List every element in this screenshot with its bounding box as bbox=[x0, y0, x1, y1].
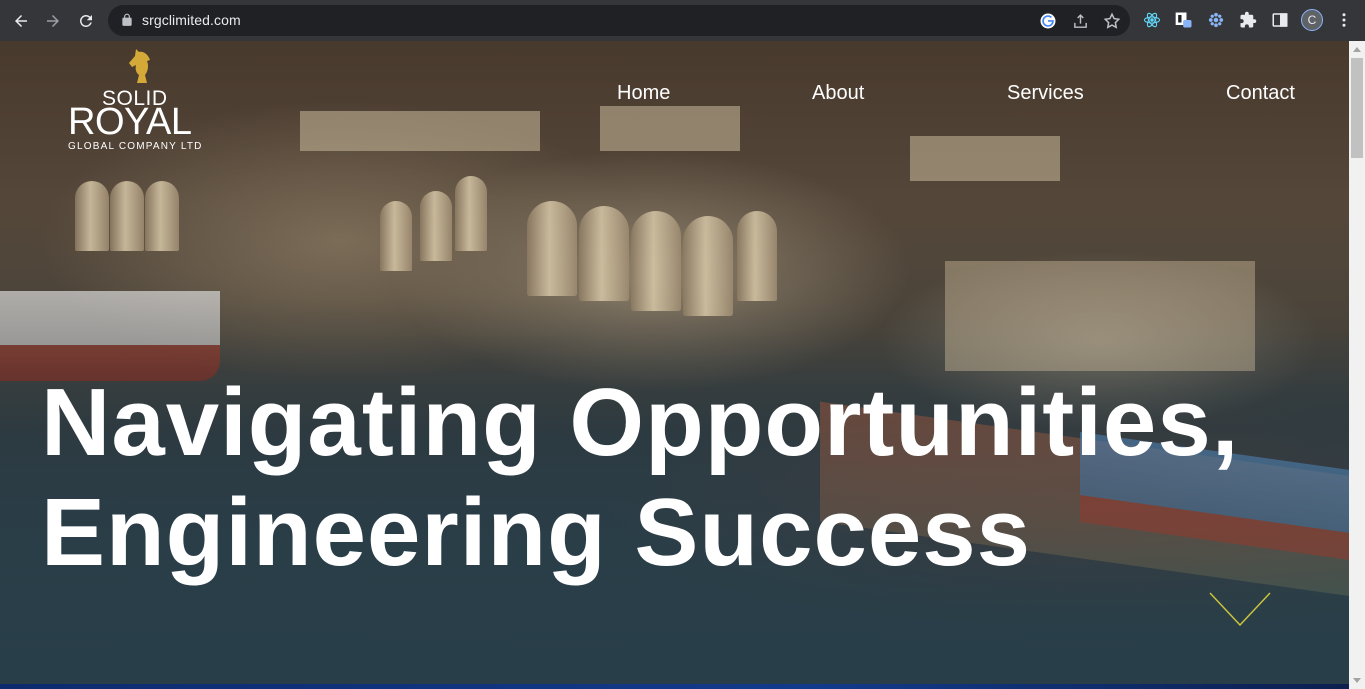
back-arrow-icon[interactable] bbox=[8, 8, 34, 34]
page-viewport: SOLID ROYAL GLOBAL COMPANY LTD Home Abou… bbox=[0, 41, 1349, 689]
background-silo bbox=[455, 176, 487, 251]
side-panel-icon[interactable] bbox=[1270, 10, 1290, 30]
background-silo bbox=[110, 181, 144, 251]
nav-services[interactable]: Services bbox=[1007, 82, 1084, 104]
scroll-down-chevron-icon[interactable] bbox=[1209, 592, 1271, 626]
star-icon[interactable] bbox=[1102, 11, 1122, 31]
extension-box-icon[interactable] bbox=[1174, 10, 1194, 30]
background-building bbox=[300, 111, 540, 151]
background-silo bbox=[380, 201, 412, 271]
forward-arrow-icon[interactable] bbox=[40, 8, 66, 34]
bottom-strip bbox=[0, 684, 1349, 689]
flower-extension-icon[interactable] bbox=[1206, 10, 1226, 30]
share-icon[interactable] bbox=[1070, 11, 1090, 31]
nav-contact[interactable]: Contact bbox=[1226, 82, 1295, 104]
hero-background-image bbox=[0, 41, 1349, 689]
nav-home[interactable]: Home bbox=[617, 82, 671, 104]
scroll-down-arrow-icon[interactable] bbox=[1353, 678, 1361, 683]
address-bar[interactable]: srgclimited.com bbox=[108, 5, 1130, 36]
page-scrollbar[interactable] bbox=[1349, 41, 1365, 689]
scroll-up-arrow-icon[interactable] bbox=[1353, 47, 1361, 52]
background-silo bbox=[737, 211, 777, 301]
site-logo[interactable]: SOLID ROYAL GLOBAL COMPANY LTD bbox=[68, 47, 208, 152]
background-warehouse bbox=[945, 261, 1255, 371]
background-silo bbox=[75, 181, 109, 251]
react-devtools-icon[interactable] bbox=[1142, 10, 1162, 30]
logo-tagline: GLOBAL COMPANY LTD bbox=[68, 141, 203, 152]
url-text[interactable]: srgclimited.com bbox=[142, 12, 241, 28]
background-silo bbox=[631, 211, 681, 311]
lock-icon[interactable] bbox=[120, 13, 134, 27]
hero-headline-line2: Engineering Success bbox=[41, 479, 1032, 586]
background-building bbox=[600, 106, 740, 151]
horse-logo-icon bbox=[128, 47, 152, 85]
scrollbar-thumb[interactable] bbox=[1351, 58, 1363, 158]
google-icon[interactable] bbox=[1038, 11, 1058, 31]
background-silo bbox=[579, 206, 629, 301]
background-silo bbox=[145, 181, 179, 251]
logo-text-solid: SOLID bbox=[102, 87, 168, 110]
background-silo bbox=[683, 216, 733, 316]
menu-dots-icon[interactable] bbox=[1334, 10, 1354, 30]
background-ship bbox=[0, 291, 220, 381]
background-silo bbox=[527, 201, 577, 296]
background-building bbox=[910, 136, 1060, 181]
hero-headline-line1: Navigating Opportunities, bbox=[41, 369, 1240, 476]
hero-headline: Navigating Opportunities, Engineering Su… bbox=[41, 368, 1321, 588]
browser-toolbar: srgclimited.com C bbox=[0, 0, 1365, 41]
profile-avatar[interactable]: C bbox=[1301, 9, 1323, 31]
reload-icon[interactable] bbox=[73, 8, 99, 34]
logo-text-royal: ROYAL bbox=[68, 101, 192, 143]
nav-about[interactable]: About bbox=[812, 82, 865, 104]
background-silo bbox=[420, 191, 452, 261]
puzzle-icon[interactable] bbox=[1238, 10, 1258, 30]
